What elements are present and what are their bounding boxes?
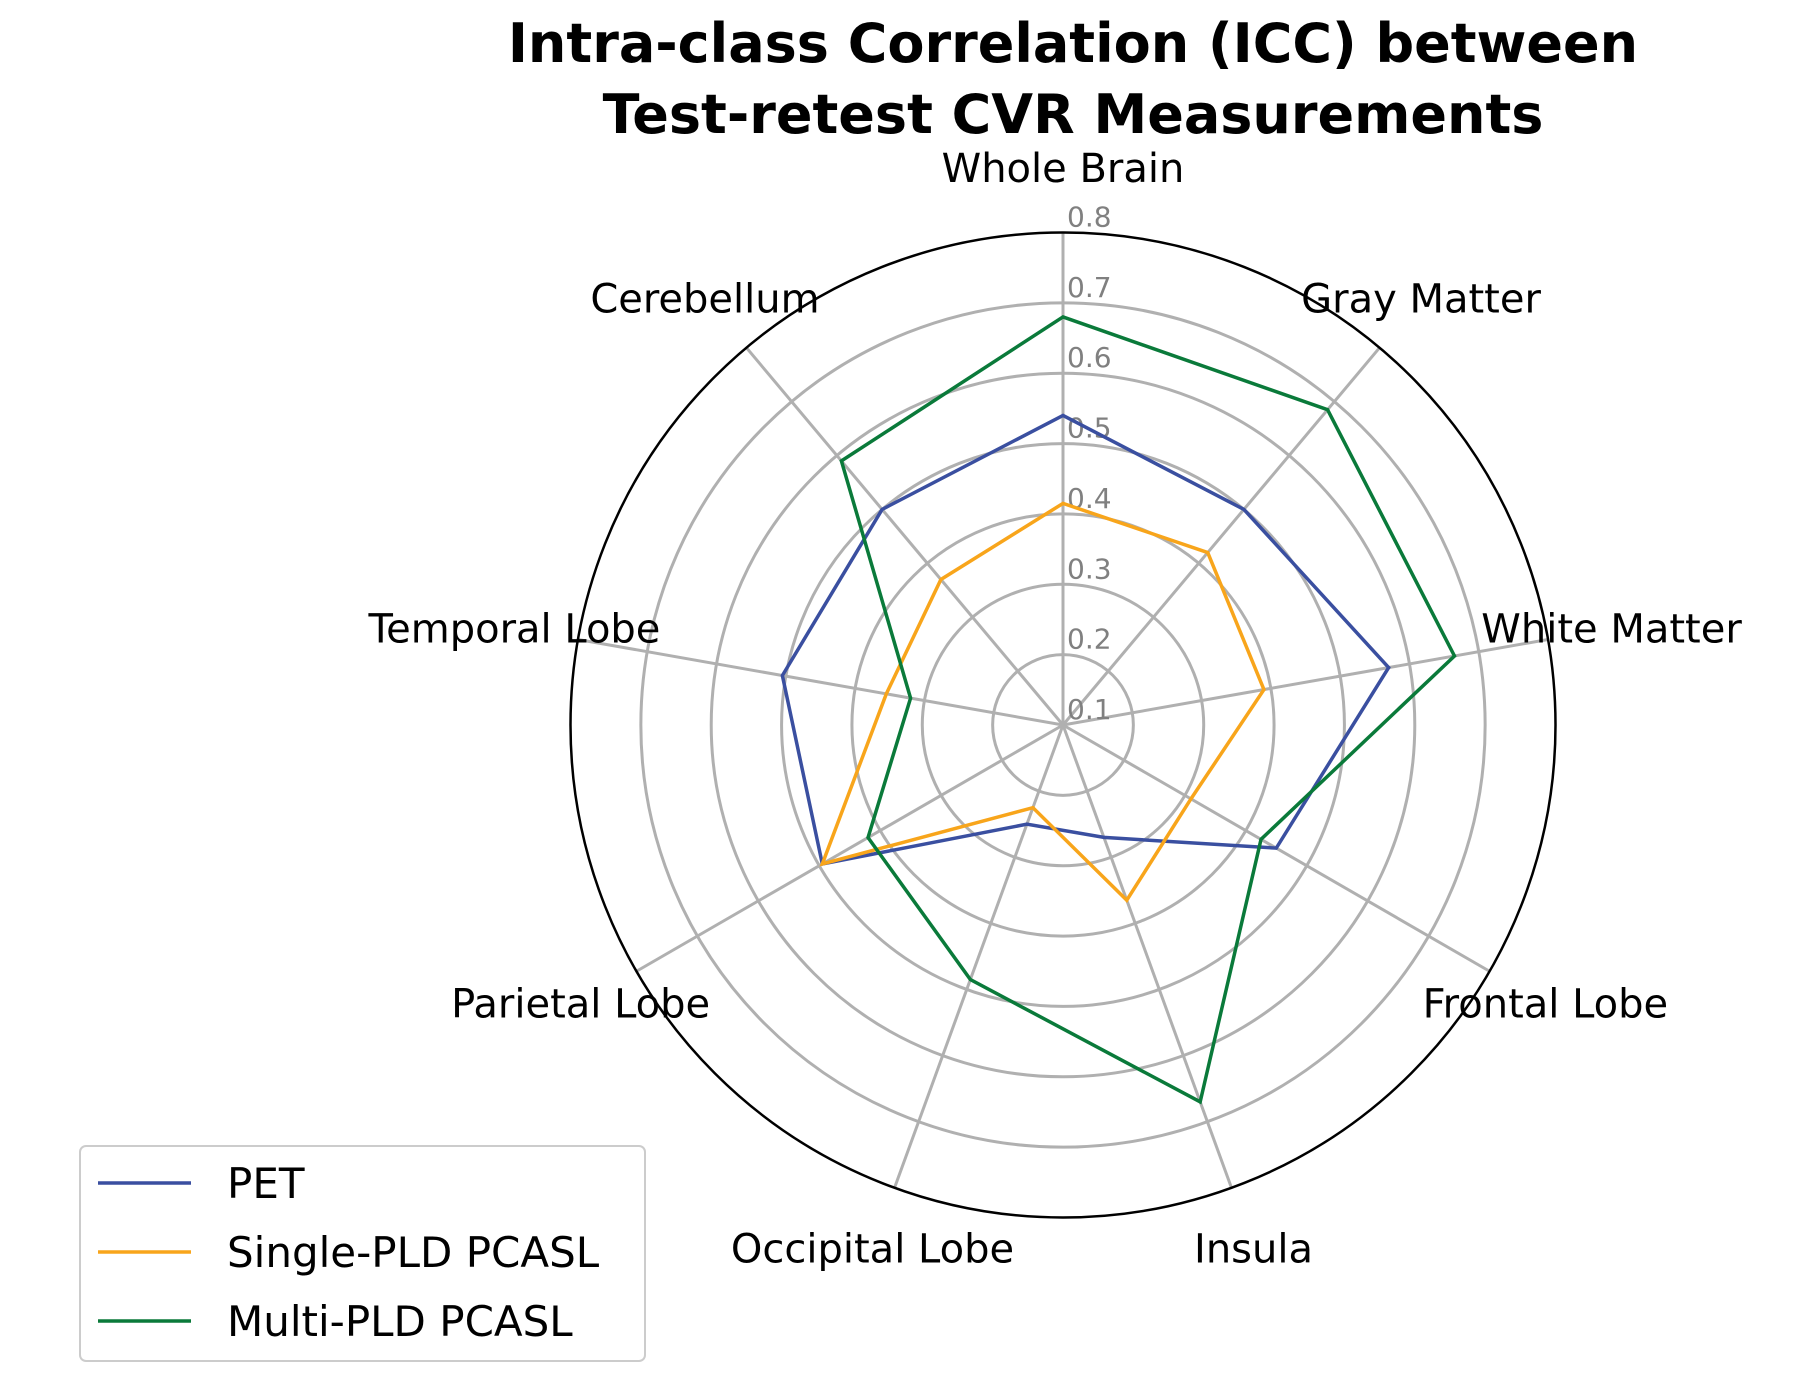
data-point [880, 507, 884, 511]
grid-spoke [1061, 724, 1233, 1189]
legend-label: PET [227, 1159, 305, 1208]
data-point [1189, 797, 1193, 801]
data-point [1061, 413, 1065, 417]
data-point [1452, 654, 1456, 658]
axis-label: Parietal Lobe [451, 982, 710, 1028]
radial-tick-labels: 0.10.20.30.40.50.60.70.8 [1067, 201, 1112, 727]
data-point [1125, 898, 1129, 902]
tick-label: 0.2 [1067, 623, 1112, 656]
data-point [1031, 806, 1035, 810]
chart-title-line-2: Test-retest CVR Measurements [603, 83, 1544, 146]
outer-frame [569, 231, 1557, 1219]
legend-label: Multi-PLD PCASL [227, 1297, 573, 1346]
legend-box [79, 1145, 646, 1362]
axis-label: White Matter [1481, 606, 1742, 652]
data-point [1262, 688, 1266, 692]
axis-labels: Whole Brain Gray Matter White Matter Fronta… [368, 146, 1743, 1272]
data-point [1259, 837, 1263, 841]
legend-label: Single-PLD PCASL [227, 1228, 600, 1277]
polar-grid [569, 231, 1557, 1219]
data-point [1061, 501, 1065, 505]
data-point [1206, 551, 1210, 555]
data-point [1274, 846, 1278, 850]
data-point [1102, 835, 1106, 839]
axis-label: Temporal Lobe [368, 606, 661, 652]
data-point [1387, 666, 1391, 670]
axis-label: Gray Matter [1301, 276, 1541, 322]
data-point [884, 692, 888, 696]
grid-spoke [745, 346, 1065, 726]
axis-label: Insula [1194, 1226, 1313, 1272]
data-point [1025, 822, 1029, 826]
grid-spoke [1061, 346, 1381, 726]
tick-label: 0.7 [1067, 271, 1112, 304]
axis-label: Whole Brain [942, 146, 1185, 192]
series-line [780, 413, 1391, 867]
data-point [1061, 315, 1065, 319]
series-line [839, 314, 1457, 1105]
axis-label: Occipital Lobe [731, 1226, 1014, 1272]
data-point [939, 577, 943, 581]
tick-label: 0.1 [1067, 693, 1112, 726]
data-point [1242, 507, 1246, 511]
data-point [839, 459, 843, 463]
tick-label: 0.8 [1067, 201, 1112, 234]
data-point [866, 836, 870, 840]
axis-label: Frontal Lobe [1423, 982, 1669, 1028]
chart-title-line-1: Intra-class Correlation (ICC) between [508, 12, 1638, 75]
legend: PET Single-PLD PCASL Multi-PLD PCASL [79, 1145, 646, 1362]
data-point [968, 978, 972, 982]
tick-label: 0.3 [1067, 552, 1112, 585]
data-point [909, 696, 913, 700]
data-series [780, 314, 1457, 1105]
data-point [780, 674, 784, 678]
grid-spoke [577, 638, 1064, 727]
grid-spoke [893, 724, 1065, 1189]
tick-label: 0.4 [1067, 482, 1112, 515]
data-point [1198, 1100, 1202, 1104]
data-point [1326, 408, 1330, 412]
axis-label: Cerebellum [590, 276, 819, 322]
grid-spoke [635, 723, 1064, 973]
data-point [820, 862, 824, 866]
grid-spoke [1062, 638, 1549, 727]
series-line [819, 501, 1266, 903]
tick-label: 0.6 [1067, 341, 1112, 374]
